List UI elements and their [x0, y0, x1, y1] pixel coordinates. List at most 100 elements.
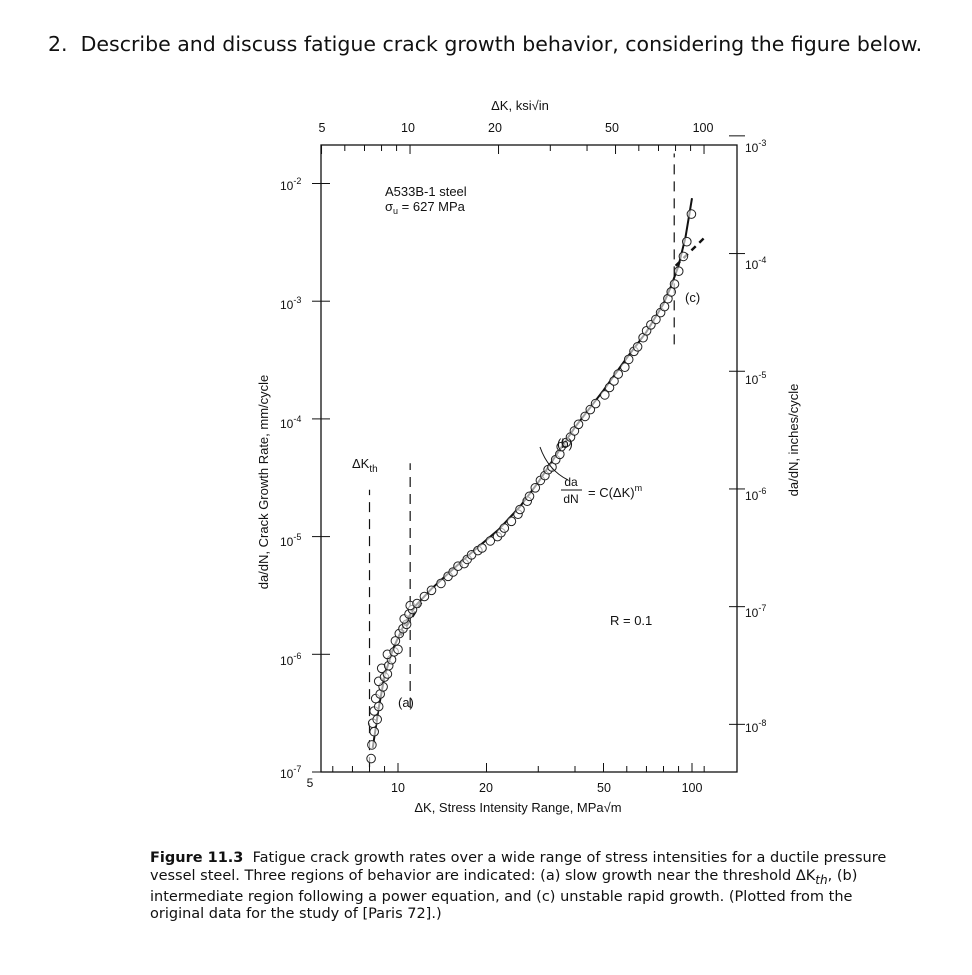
- caption-text: Fatigue crack growth rates over a wide r…: [150, 850, 887, 884]
- svg-text:10-4: 10-4: [280, 414, 301, 431]
- data-point: [651, 314, 661, 325]
- data-point: [580, 411, 590, 422]
- data-point: [604, 382, 615, 393]
- x-axis-label: ΔK, Stress Intensity Range, MPa√m: [414, 800, 621, 815]
- data-point: [686, 209, 697, 219]
- data-point: [390, 636, 401, 646]
- axis-ticks: [312, 135, 745, 773]
- data-point: [366, 753, 376, 764]
- equation-rhs: = C(ΔK)m: [588, 483, 642, 500]
- data-point: [372, 714, 383, 725]
- region-a-label: (a): [398, 695, 414, 710]
- x2-tick-label: 5: [319, 121, 326, 135]
- y-tick-label: 10-7: [280, 764, 301, 781]
- plot-frame: [320, 144, 738, 773]
- data-point: [573, 419, 584, 430]
- data-point: [367, 740, 377, 750]
- data-point: [369, 726, 380, 737]
- x2-tick-label: 50: [605, 121, 619, 135]
- x-tick-label: 20: [479, 781, 493, 795]
- question-text: 2. Describe and discuss fatigue crack gr…: [48, 32, 958, 56]
- x-tick-label: 100: [682, 781, 703, 795]
- svg-text:10-5: 10-5: [745, 370, 766, 387]
- x-tick-label: 5: [307, 776, 314, 790]
- region-divider-lines: [368, 153, 675, 768]
- region-b-label: (b): [557, 436, 573, 451]
- figure-caption: Figure 11.3 Fatigue crack growth rates o…: [150, 850, 910, 924]
- data-point: [669, 279, 680, 289]
- svg-text:10-6: 10-6: [745, 486, 766, 503]
- data-point: [477, 543, 487, 553]
- threshold-label: ΔKth: [352, 456, 378, 475]
- data-point: [524, 491, 535, 502]
- fit-curve: [371, 198, 693, 749]
- material-label: A533B-1 steel: [385, 184, 467, 199]
- svg-text:10-3: 10-3: [745, 138, 766, 155]
- data-point: [436, 578, 446, 589]
- question-number: 2.: [48, 32, 68, 56]
- r-ratio-label: R = 0.1: [610, 613, 652, 628]
- x2-tick-label: 10: [401, 121, 415, 135]
- y2-tick-label: 10-7: [745, 603, 766, 620]
- data-point: [600, 390, 610, 400]
- equation-denominator: dN: [563, 492, 578, 506]
- data-point: [666, 287, 677, 297]
- data-point: [499, 523, 510, 533]
- svg-text:10-7: 10-7: [745, 603, 766, 620]
- data-point: [623, 354, 634, 365]
- data-point: [530, 483, 541, 493]
- y-tick-label: 10-6: [280, 651, 301, 668]
- data-point: [590, 398, 601, 409]
- data-point: [373, 701, 384, 712]
- equation-pointer: [539, 446, 569, 481]
- data-points: [366, 209, 697, 764]
- data-point: [678, 251, 689, 262]
- data-point: [673, 266, 684, 277]
- x2-tick-label: 20: [488, 121, 502, 135]
- y-tick-label: 10-3: [280, 295, 301, 312]
- x-tick-label: 50: [597, 781, 611, 795]
- y2-tick-label: 10-5: [745, 370, 766, 387]
- y-axis-label: da/dN, Crack Growth Rate, mm/cycle: [256, 375, 271, 590]
- data-point: [506, 516, 517, 527]
- data-point: [515, 504, 525, 515]
- y2-tick-label: 10-4: [745, 255, 766, 272]
- svg-text:10-8: 10-8: [745, 718, 766, 735]
- caption-label: Figure 11.3: [150, 850, 244, 866]
- y-tick-label: 10-2: [280, 176, 301, 193]
- data-point: [585, 404, 596, 415]
- data-point: [609, 376, 619, 386]
- data-point: [485, 536, 496, 546]
- data-point: [393, 644, 403, 655]
- data-point: [426, 585, 437, 596]
- extrapolation-lines: [399, 234, 708, 636]
- svg-text:10-5: 10-5: [280, 532, 301, 549]
- data-point: [620, 362, 630, 373]
- data-point: [613, 369, 624, 379]
- svg-text:10-6: 10-6: [280, 651, 301, 668]
- data-point: [659, 301, 670, 312]
- data-point: [632, 342, 643, 352]
- caption-text-2: , (b) intermediate region following a po…: [150, 867, 858, 923]
- data-point: [419, 591, 430, 602]
- data-point: [412, 598, 422, 609]
- caption-subscript: th: [815, 872, 828, 887]
- y2-tick-label: 10-3: [745, 138, 766, 155]
- y-tick-label: 10-4: [280, 414, 301, 431]
- equation-numerator: da: [564, 475, 578, 489]
- svg-text:10-7: 10-7: [280, 764, 301, 781]
- y2-tick-label: 10-8: [745, 718, 766, 735]
- extrapolation-line: [674, 234, 708, 267]
- x-tick-label: 10: [391, 781, 405, 795]
- strength-label: σu = 627 MPa: [385, 199, 466, 216]
- data-point: [682, 236, 692, 247]
- y2-tick-label: 10-6: [745, 486, 766, 503]
- y-tick-label: 10-5: [280, 532, 301, 549]
- y2-axis-label: da/dN, inches/cycle: [786, 384, 801, 497]
- question-body: Describe and discuss fatigue crack growt…: [80, 32, 923, 56]
- svg-text:10-3: 10-3: [280, 295, 301, 312]
- svg-text:10-4: 10-4: [745, 255, 766, 272]
- x2-axis-label: ΔK, ksi√in: [491, 98, 549, 113]
- x2-tick-label: 100: [693, 121, 714, 135]
